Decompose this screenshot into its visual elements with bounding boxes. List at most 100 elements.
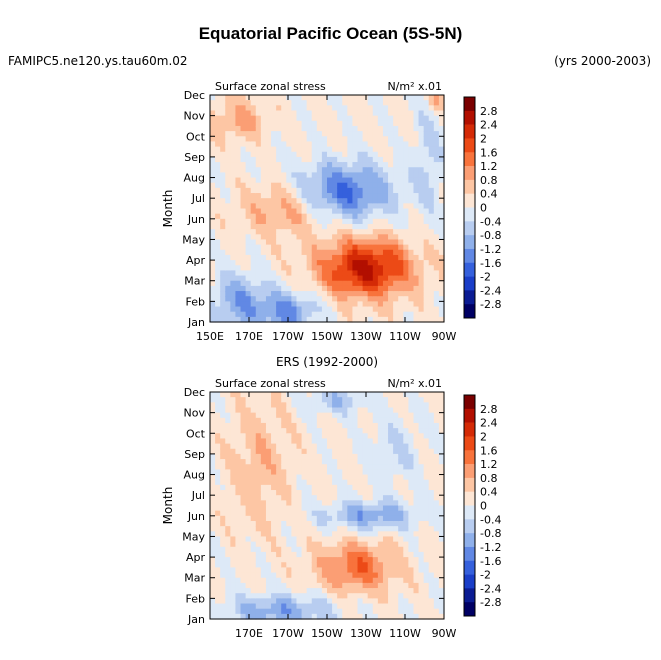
heatmap-cell (276, 510, 282, 517)
heatmap-cell (296, 151, 303, 158)
heatmap-cell (271, 254, 277, 261)
heatmap-cell (265, 301, 272, 308)
heatmap-cell (250, 536, 257, 543)
heatmap-cell (388, 306, 394, 313)
heatmap-cell (347, 125, 354, 132)
heatmap-cell (398, 484, 404, 491)
heatmap-cell (215, 546, 221, 553)
heatmap-cell (265, 469, 272, 476)
heatmap-cell (418, 100, 425, 106)
heatmap-cell (438, 479, 445, 486)
heatmap-cell (220, 412, 226, 419)
heatmap-cell (230, 422, 237, 429)
heatmap-cell (352, 110, 359, 117)
heatmap-cell (311, 422, 318, 429)
heatmap-cell (301, 244, 308, 251)
heatmap-cell (230, 182, 237, 189)
heatmap-cell (357, 203, 364, 210)
heatmap-cell (423, 260, 430, 266)
heatmap-cell (276, 136, 282, 143)
heatmap-cell (210, 536, 216, 543)
heatmap-cell (291, 213, 298, 220)
heatmap-cell (311, 254, 318, 261)
heatmap-cell (220, 177, 226, 184)
heatmap-cell (271, 198, 277, 204)
heatmap-cell (357, 490, 364, 496)
heatmap-cell (240, 428, 247, 434)
heatmap-cell (433, 156, 440, 163)
heatmap-cell (291, 95, 298, 101)
heatmap-cell (296, 484, 303, 491)
heatmap-cell (332, 151, 338, 158)
heatmap-cell (235, 433, 242, 440)
heatmap-cell (367, 603, 374, 610)
heatmap-cell (362, 392, 369, 398)
heatmap-cell (342, 234, 348, 241)
heatmap-cell (347, 141, 354, 148)
heatmap-cell (362, 397, 369, 403)
heatmap-cell (271, 151, 277, 158)
heatmap-cell (357, 407, 364, 414)
heatmap-cell (362, 218, 369, 225)
heatmap-cell (281, 520, 287, 527)
heatmap-cell (382, 428, 389, 434)
heatmap-cell (210, 105, 216, 112)
heatmap-cell (306, 229, 313, 235)
heatmap-cell (286, 407, 292, 414)
heatmap-cell (382, 254, 389, 261)
heatmap-cell (311, 448, 318, 455)
heatmap-cell (235, 249, 242, 256)
heatmap-cell (357, 603, 364, 610)
heatmap-cell (367, 484, 374, 491)
heatmap-cell (347, 136, 354, 143)
heatmap-cell (286, 567, 292, 574)
heatmap-cell (286, 162, 292, 168)
heatmap-cell (403, 520, 409, 527)
heatmap-cell (388, 213, 394, 220)
heatmap-cell (428, 412, 435, 419)
heatmap-cell (210, 296, 216, 302)
heatmap-cell (337, 125, 343, 132)
heatmap-cell (367, 428, 374, 434)
heatmap-cell (276, 311, 282, 318)
heatmap-cell (230, 520, 237, 527)
heatmap-cell (408, 577, 415, 584)
heatmap-cell (398, 100, 404, 106)
heatmap-cell (423, 526, 430, 532)
heatmap-cell (255, 203, 262, 210)
heatmap-cell (342, 510, 348, 517)
heatmap-cell (276, 459, 282, 465)
heatmap-cell (271, 603, 277, 610)
heatmap-cell (286, 218, 292, 225)
y-tick-label: Oct (186, 427, 206, 440)
heatmap-cell (311, 417, 318, 424)
heatmap-cell (296, 306, 303, 313)
heatmap-cell (438, 520, 445, 527)
heatmap-cell (438, 260, 445, 266)
heatmap-cell (367, 291, 374, 297)
heatmap-cell (255, 495, 262, 501)
heatmap-cell (260, 208, 267, 215)
heatmap-cell (260, 213, 267, 220)
heatmap-cell (210, 469, 216, 476)
heatmap-cell (235, 557, 242, 563)
heatmap-cell (260, 557, 267, 563)
heatmap-cell (281, 479, 287, 486)
heatmap-cell (281, 100, 287, 106)
heatmap-cell (408, 536, 415, 543)
heatmap-cell (210, 95, 216, 101)
heatmap-cell (271, 510, 277, 517)
heatmap-cell (398, 187, 404, 194)
heatmap-cell (296, 598, 303, 605)
heatmap-cell (423, 582, 430, 589)
heatmap-cell (367, 203, 374, 210)
heatmap-cell (393, 193, 399, 199)
heatmap-cell (428, 208, 435, 215)
heatmap-cell (433, 546, 440, 553)
heatmap-cell (245, 546, 252, 553)
heatmap-cell (265, 260, 272, 266)
heatmap-cell (418, 541, 425, 548)
heatmap-cell (367, 531, 374, 538)
heatmap-cell (403, 270, 409, 277)
heatmap-cell (403, 110, 409, 117)
